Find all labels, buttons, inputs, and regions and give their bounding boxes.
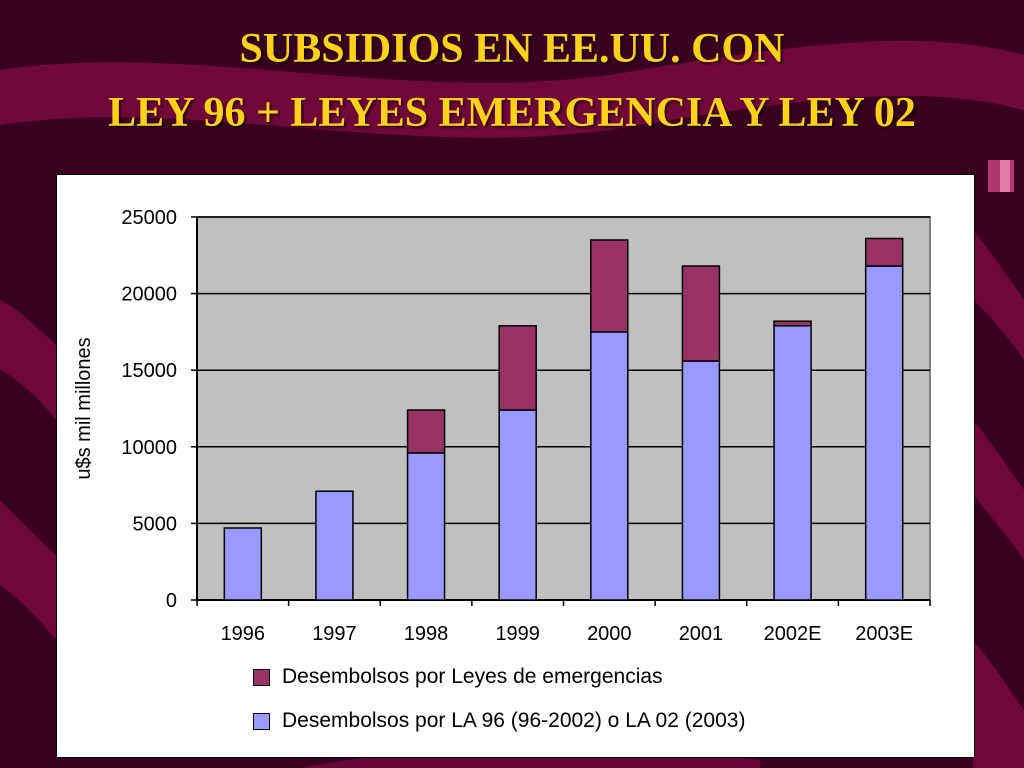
bar-1997-la bbox=[315, 490, 354, 601]
y-tick-label-5000: 5000 bbox=[133, 513, 178, 535]
bar-1999-la bbox=[498, 409, 537, 601]
x-tick-label-2000: 2000 bbox=[587, 623, 632, 645]
bar-2001-emergencia bbox=[681, 265, 721, 362]
legend-label-emergencia: Desembolsos por Leyes de emergencias bbox=[282, 665, 663, 688]
legend-label-la: Desembolsos por LA 96 (96-2002) o LA 02 … bbox=[282, 709, 746, 732]
legend-swatch-la bbox=[253, 712, 270, 730]
bar-2003E-la bbox=[864, 265, 904, 601]
x-tick-label-1998: 1998 bbox=[404, 623, 449, 645]
y-tick-label-20000: 20000 bbox=[121, 284, 177, 306]
bar-2000-emergencia bbox=[590, 239, 629, 333]
x-tick-label-1996: 1996 bbox=[221, 623, 266, 645]
y-tick-label-10000: 10000 bbox=[121, 437, 177, 459]
plot-area bbox=[196, 216, 931, 601]
bar-2000-la bbox=[590, 331, 629, 601]
y-axis-label: u$s mil millones bbox=[73, 337, 95, 479]
bar-2003E-emergencia bbox=[864, 237, 904, 267]
legend-swatch-emergencia bbox=[253, 668, 270, 686]
page-title-line-1: SUBSIDIOS EN EE.UU. CON bbox=[239, 26, 785, 72]
x-tick-label-2001: 2001 bbox=[679, 623, 724, 645]
page-title-line-2: LEY 96 + LEYES EMERGENCIA Y LEY 02 bbox=[108, 90, 916, 136]
legend-item-la: Desembolsos por LA 96 (96-2002) o LA 02 … bbox=[253, 709, 745, 733]
y-tick-label-0: 0 bbox=[166, 590, 177, 612]
bar-1996-la bbox=[223, 527, 263, 601]
x-tick-label-1997: 1997 bbox=[312, 623, 357, 645]
y-tick-label-25000: 25000 bbox=[121, 207, 177, 229]
bar-1998-emergencia bbox=[406, 409, 446, 454]
x-tick-label-2002E: 2002E bbox=[764, 623, 822, 645]
bar-2001-la bbox=[681, 360, 721, 601]
chart-panel: 0 5000 10000 15000 20000 25000 u$s mil millone… bbox=[56, 174, 975, 758]
bar-2002E-la bbox=[773, 325, 812, 601]
legend-item-emergencia: Desembolsos por Leyes de emergencias bbox=[253, 665, 663, 689]
x-tick-label-1999: 1999 bbox=[495, 623, 540, 645]
bar-2002E-emergencia bbox=[773, 320, 812, 327]
bar-1999-emergencia bbox=[498, 325, 537, 411]
bar-chart: 0 5000 10000 15000 20000 25000 u$s mil millone… bbox=[73, 207, 931, 645]
bar-1998-la bbox=[406, 452, 446, 601]
x-tick-label-2003E: 2003E bbox=[855, 623, 913, 645]
y-tick-label-15000: 15000 bbox=[121, 360, 177, 382]
